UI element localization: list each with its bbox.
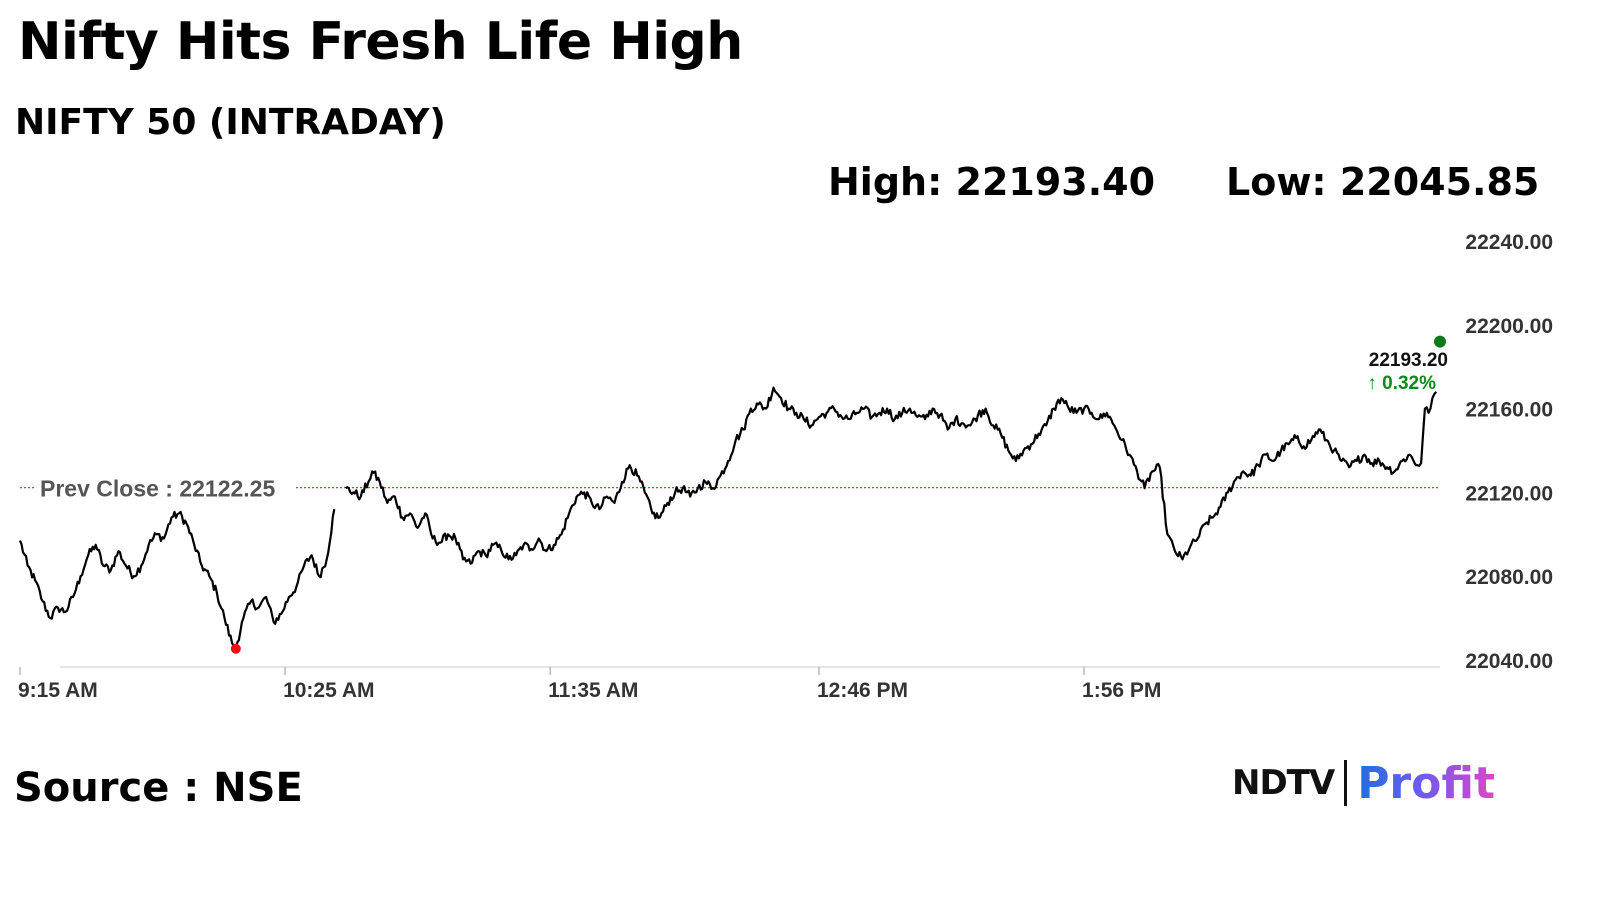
x-tick-label: 12:46 PM	[817, 679, 908, 702]
x-tick-label: 10:25 AM	[283, 679, 374, 702]
day-low-marker	[230, 643, 241, 654]
y-tick-label: 22240.00	[1465, 231, 1553, 254]
logo-ndtv-text: NDTV	[1232, 763, 1335, 803]
y-tick-label: 22200.00	[1465, 315, 1553, 338]
y-tick-label: 22040.00	[1465, 650, 1553, 673]
prev-close-label-bg	[34, 471, 296, 502]
logo-profit-text: Profit	[1357, 757, 1496, 809]
logo-divider	[1344, 760, 1348, 806]
price-series-line	[345, 386, 1438, 565]
y-tick-label: 22160.00	[1465, 399, 1553, 422]
day-high-marker	[1434, 335, 1446, 348]
y-tick-label: 22080.00	[1465, 566, 1553, 589]
x-tick-label: 1:56 PM	[1082, 679, 1161, 702]
intraday-line-chart: 22240.00 22200.00 22160.00 22120.00 22080.00…	[18, 231, 1553, 702]
chart-title: Nifty Hits Fresh Life High	[18, 12, 743, 72]
source-note: Source : NSE	[14, 765, 303, 811]
x-tick-label: 11:35 AM	[548, 679, 638, 702]
last-value-label: 22193.20	[1369, 350, 1448, 371]
day-low-label: Low: 22045.85	[1226, 160, 1540, 204]
chart-subtitle: NIFTY 50 (INTRADAY)	[15, 102, 446, 143]
ndtv-profit-logo: NDTV Profit	[1232, 757, 1496, 809]
x-tick-label: 9:15 AM	[18, 679, 98, 702]
y-tick-label: 22120.00	[1465, 482, 1553, 505]
prev-close-label: Prev Close : 22122.25	[40, 476, 275, 502]
day-high-label: High: 22193.40	[828, 160, 1156, 204]
change-percent-label: ↑ 0.32%	[1367, 373, 1436, 394]
price-series-line	[18, 508, 336, 649]
